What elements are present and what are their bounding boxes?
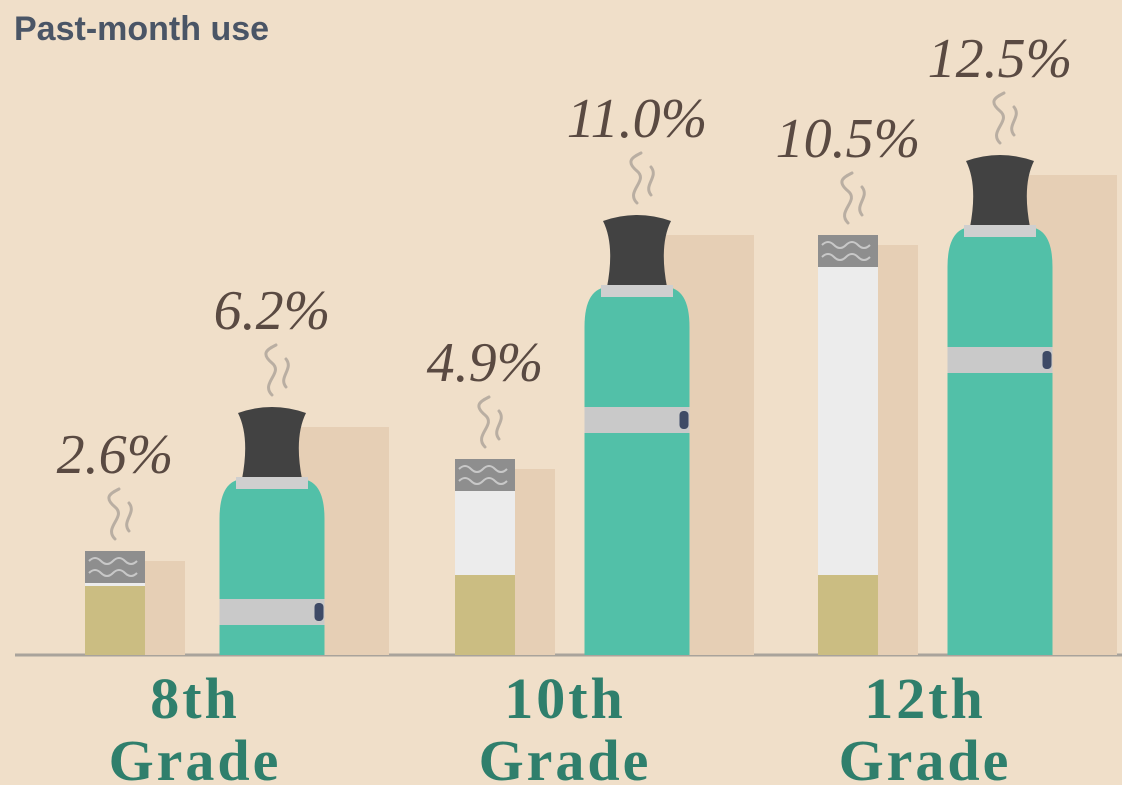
mouthpiece <box>603 215 671 287</box>
smoke <box>282 357 290 389</box>
value-label: 4.9% <box>427 332 544 394</box>
collar <box>601 285 673 297</box>
smoke <box>495 409 503 441</box>
smoke <box>125 501 133 533</box>
smoke <box>477 395 491 449</box>
e-cig-body <box>947 227 1053 655</box>
cigarette-ash <box>85 551 145 583</box>
smoke <box>840 171 854 225</box>
button <box>1042 351 1052 369</box>
value-label: 11.0% <box>567 88 708 150</box>
band <box>219 599 325 625</box>
smoke <box>629 151 643 205</box>
category-label: 8th Grade <box>108 666 282 785</box>
smoke <box>858 185 866 217</box>
smoke <box>647 165 655 197</box>
collar <box>964 225 1036 237</box>
ash-texture <box>821 241 871 261</box>
smoke <box>264 343 278 397</box>
e-cigarette <box>947 155 1053 655</box>
chart-title: Past-month use <box>14 10 270 48</box>
button <box>679 411 689 429</box>
button <box>314 603 324 621</box>
cigarette-ash <box>818 235 878 267</box>
ash-texture <box>458 465 508 485</box>
mouthpiece <box>238 407 306 479</box>
cigarette <box>818 235 878 655</box>
band <box>947 347 1053 373</box>
value-label: 6.2% <box>214 280 331 342</box>
value-label: 10.5% <box>776 108 921 170</box>
category-label: 10th Grade <box>478 666 652 785</box>
e-cig-body <box>219 479 325 655</box>
cigarette <box>85 551 145 655</box>
e-cigarette <box>219 407 325 655</box>
smoke <box>992 91 1006 145</box>
cigarette <box>455 459 515 655</box>
category-label: 12th Grade <box>838 666 1012 785</box>
cigarette-filter <box>455 575 515 655</box>
value-label: 12.5% <box>928 28 1073 90</box>
value-label: 2.6% <box>57 424 174 486</box>
cigarette-filter <box>85 586 145 655</box>
band <box>584 407 690 433</box>
e-cig-body <box>584 287 690 655</box>
smoke <box>107 487 121 541</box>
collar <box>236 477 308 489</box>
ash-texture <box>88 557 138 577</box>
mouthpiece <box>966 155 1034 227</box>
cigarette-ash <box>455 459 515 491</box>
cigarette-filter <box>818 575 878 655</box>
e-cigarette <box>584 215 690 655</box>
smoke <box>1010 105 1018 137</box>
